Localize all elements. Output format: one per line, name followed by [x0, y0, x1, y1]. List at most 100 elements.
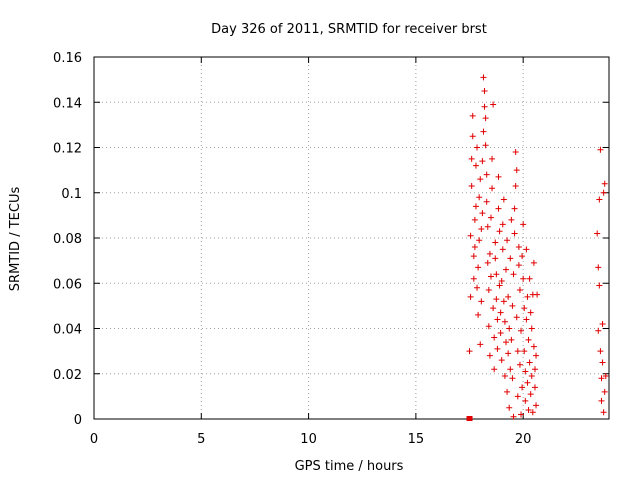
data-point — [475, 264, 482, 271]
data-point — [503, 339, 509, 346]
data-point — [485, 323, 492, 330]
y-tick-label: 0.14 — [53, 96, 82, 111]
chart-title: Day 326 of 2011, SRMTID for receiver brs… — [211, 22, 487, 37]
data-point — [470, 275, 477, 282]
data-point — [504, 388, 511, 395]
y-tick-label: 0.16 — [53, 51, 82, 66]
data-point — [523, 316, 530, 323]
data-point — [471, 216, 478, 223]
data-point — [489, 185, 496, 192]
data-point — [468, 182, 475, 189]
data-point — [481, 103, 488, 110]
data-point — [484, 223, 491, 230]
data-point — [475, 311, 482, 318]
data-point — [528, 373, 535, 380]
data-point — [499, 246, 506, 253]
data-point — [504, 237, 511, 244]
data-point — [596, 196, 603, 203]
data-point — [530, 259, 537, 266]
data-point — [477, 176, 484, 183]
x-axis-label: GPS time / hours — [295, 459, 404, 474]
data-point — [514, 348, 521, 355]
plot-frame — [93, 56, 610, 420]
data-point — [512, 149, 519, 156]
data-point — [525, 406, 532, 413]
data-point — [505, 350, 512, 357]
data-point — [491, 366, 498, 373]
data-point — [534, 291, 541, 298]
data-point — [496, 282, 503, 289]
data-point — [499, 221, 506, 228]
grid-lines — [94, 57, 609, 419]
data-point — [520, 275, 527, 282]
data-point — [498, 277, 505, 284]
data-point — [467, 293, 474, 300]
data-point — [469, 133, 476, 140]
data-point — [598, 375, 605, 382]
data-point — [507, 366, 514, 373]
data-point — [485, 287, 492, 294]
data-point — [526, 275, 533, 282]
data-point — [472, 203, 479, 210]
data-point — [467, 232, 474, 239]
data-point — [530, 343, 537, 350]
data-point — [599, 320, 606, 327]
data-point — [480, 74, 487, 81]
data-point — [505, 293, 512, 300]
data-point — [522, 397, 529, 404]
data-point — [503, 266, 509, 273]
data-point — [490, 305, 497, 312]
y-tick-label: 0 — [74, 413, 82, 428]
data-point — [479, 210, 486, 217]
data-point — [492, 255, 499, 262]
data-point — [521, 348, 528, 355]
x-tick-label: 5 — [197, 432, 205, 447]
data-point — [527, 391, 534, 398]
data-point — [512, 182, 519, 189]
data-point — [487, 214, 494, 221]
data-point — [509, 375, 516, 382]
data-point — [596, 282, 603, 289]
data-point — [486, 250, 493, 257]
x-tick-label: 15 — [408, 432, 425, 447]
data-point — [478, 225, 485, 232]
data-point — [506, 404, 513, 411]
data-point — [497, 309, 504, 316]
data-point — [529, 409, 536, 416]
data-point — [481, 87, 488, 94]
data-point — [600, 409, 607, 416]
data-point — [484, 259, 491, 266]
y-tick-label: 0.1 — [61, 187, 82, 202]
data-point — [501, 373, 508, 380]
data-point — [509, 302, 516, 309]
data-point — [500, 196, 507, 203]
data-point — [515, 244, 522, 251]
data-point — [470, 253, 477, 260]
data-point — [510, 413, 517, 420]
data-point — [520, 221, 527, 228]
data-point — [498, 357, 505, 364]
data-point — [531, 366, 538, 373]
y-axis-label: SRMTID / TECUs — [8, 187, 23, 292]
y-tick-label: 0.04 — [53, 323, 82, 338]
data-points — [466, 74, 609, 421]
data-point — [474, 144, 481, 151]
data-point — [476, 194, 483, 201]
data-point — [506, 325, 513, 332]
data-point — [483, 198, 490, 205]
data-point — [508, 216, 515, 223]
data-point — [527, 309, 534, 316]
data-point — [518, 411, 525, 418]
x-tick-label: 10 — [300, 432, 317, 447]
data-point — [513, 314, 520, 321]
data-point — [487, 273, 494, 280]
data-point — [511, 205, 518, 212]
data-point — [595, 264, 602, 271]
data-point — [531, 384, 538, 391]
data-point — [497, 330, 504, 337]
data-point — [469, 112, 476, 119]
data-point-square — [466, 416, 473, 421]
data-point — [602, 373, 609, 380]
data-point — [523, 246, 530, 253]
data-point — [490, 101, 497, 108]
